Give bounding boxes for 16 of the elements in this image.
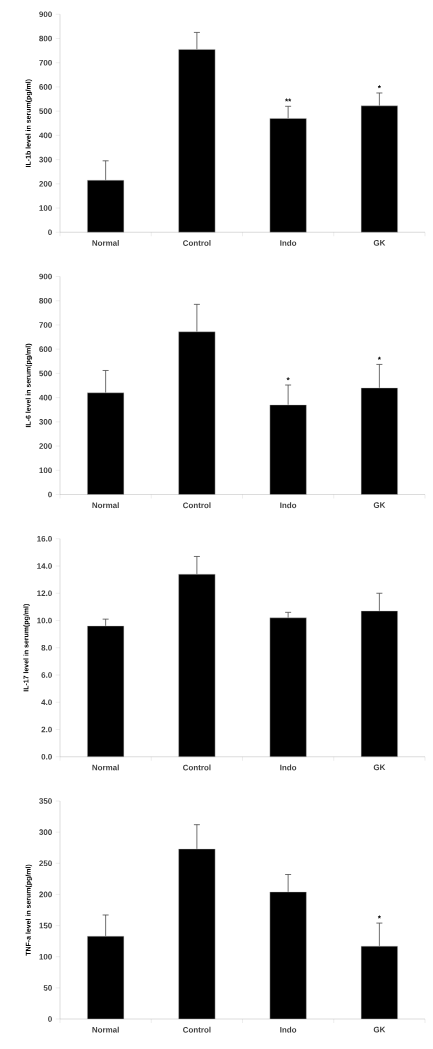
- bar: [178, 49, 216, 233]
- bar: [360, 387, 398, 495]
- bar: [360, 105, 398, 233]
- bar: [269, 118, 307, 233]
- bar: [87, 935, 125, 1020]
- bar: [87, 179, 125, 233]
- bar: [360, 945, 398, 1020]
- bar: [269, 891, 307, 1020]
- bar: [178, 331, 216, 495]
- bar: [269, 617, 307, 757]
- bar: [360, 610, 398, 757]
- bar: [178, 573, 216, 757]
- bar: [87, 625, 125, 757]
- bar: [178, 848, 216, 1020]
- bar: [87, 392, 125, 495]
- bar: [269, 404, 307, 495]
